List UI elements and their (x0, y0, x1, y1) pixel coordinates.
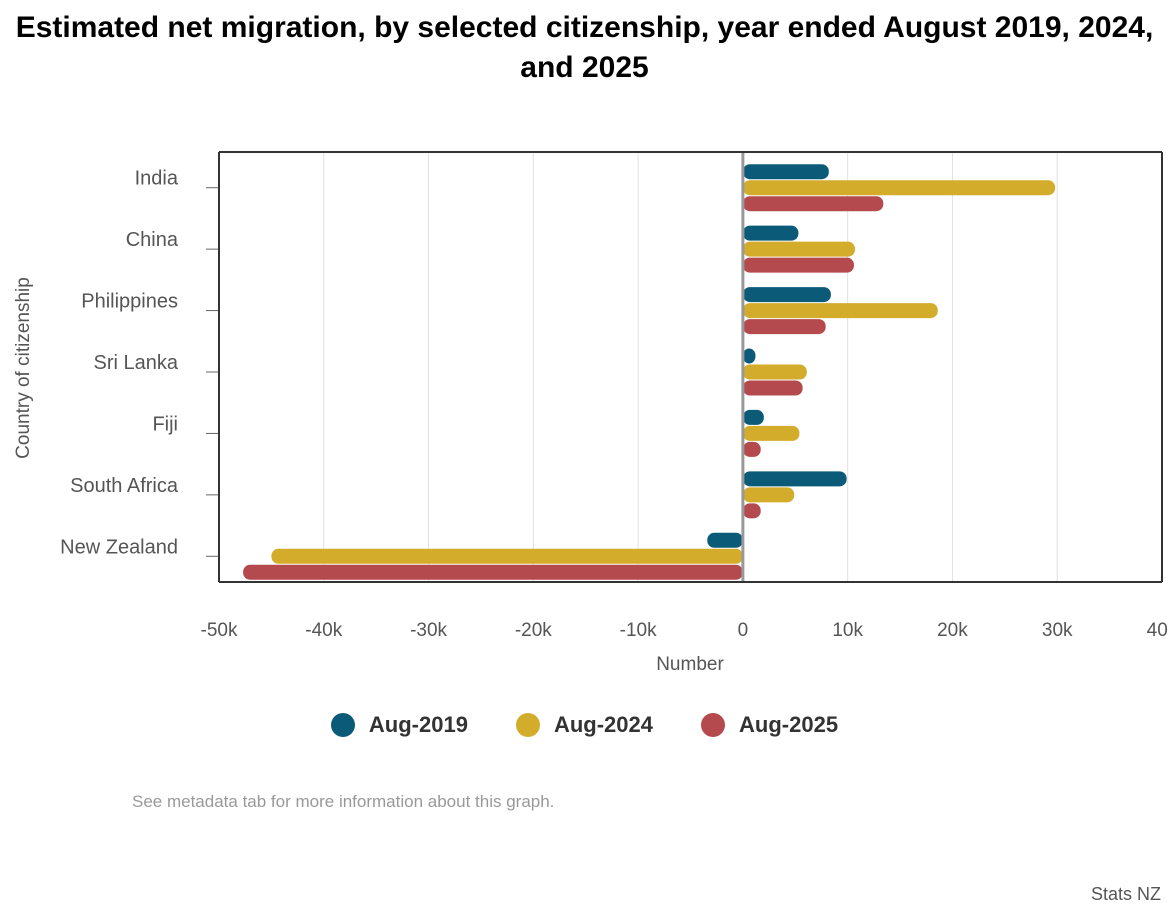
x-tick-label-20k: 20k (937, 620, 968, 641)
x-axis-label: Number (656, 654, 724, 675)
x-tick-label-30k: 30k (1042, 620, 1073, 641)
x-tick-label-0: 0 (738, 620, 749, 641)
bar-aug-2025-india[interactable] (742, 196, 884, 212)
legend-label-aug-2024: Aug-2024 (553, 712, 654, 737)
legend: Aug-2019 Aug-2024 Aug-2025 (0, 712, 1169, 738)
bar-aug-2025-new-zealand[interactable] (243, 564, 743, 580)
bar-aug-2025-fiji[interactable] (742, 441, 761, 457)
bar-aug-2025-china[interactable] (742, 257, 854, 273)
bar-aug-2024-china[interactable] (742, 241, 856, 257)
legend-swatch-aug-2024 (515, 713, 540, 737)
bar-aug-2019-south-africa[interactable] (742, 471, 847, 487)
bar-aug-2024-india[interactable] (742, 180, 1056, 196)
bar-aug-2025-sri-lanka[interactable] (742, 380, 803, 396)
x-tick-label-30k: -30k (410, 620, 447, 641)
bar-aug-2019-china[interactable] (742, 225, 799, 241)
metadata-note: See metadata tab for more information ab… (132, 792, 555, 811)
credit-link[interactable]: Stats NZ (1090, 884, 1161, 904)
bar-aug-2024-fiji[interactable] (742, 425, 800, 441)
legend-swatch-aug-2025 (701, 713, 726, 737)
x-tick-label-50k: -50k (201, 620, 238, 641)
bar-aug-2024-philippines[interactable] (742, 303, 938, 319)
x-tick-label-10k: 10k (832, 620, 863, 641)
category-label-fiji: Fiji (152, 413, 178, 435)
category-label-south-africa: South Africa (70, 475, 179, 497)
category-label-new-zealand: New Zealand (60, 536, 178, 558)
y-axis-label: Country of citizenship (13, 277, 34, 459)
legend-item-aug-2024[interactable]: Aug-2024 (515, 712, 654, 738)
x-tick-label-40k: -40k (305, 620, 342, 641)
bar-aug-2019-philippines[interactable] (742, 287, 831, 303)
category-label-philippines: Philippines (81, 291, 178, 313)
bar-aug-2024-new-zealand[interactable] (271, 548, 743, 564)
bar-aug-2024-south-africa[interactable] (742, 487, 795, 503)
x-tick-label-20k: -20k (515, 620, 552, 641)
x-tick-label-10k: -10k (620, 620, 657, 641)
bar-aug-2019-india[interactable] (742, 164, 829, 180)
bar-aug-2019-sri-lanka[interactable] (742, 348, 756, 364)
chart-title: Estimated net migration, by selected cit… (15, 11, 1154, 84)
x-tick-label-40k: 40k (1147, 620, 1169, 641)
bar-aug-2019-fiji[interactable] (742, 409, 764, 425)
legend-swatch-aug-2019 (330, 713, 355, 737)
category-label-india: India (135, 168, 179, 190)
bar-aug-2025-south-africa[interactable] (742, 503, 761, 519)
legend-item-aug-2025[interactable]: Aug-2025 (701, 712, 838, 738)
legend-item-aug-2019[interactable]: Aug-2019 (330, 712, 468, 738)
chart-area: -50k -40k -30k -20k -10k 0 10k 20k 30k 40k Number C… (13, 151, 1169, 675)
category-label-china: China (126, 229, 179, 251)
legend-label-aug-2019: Aug-2019 (368, 712, 468, 737)
category-label-sri-lanka: Sri Lanka (94, 352, 179, 374)
bar-aug-2019-new-zealand[interactable] (707, 532, 743, 548)
bar-aug-2025-philippines[interactable] (742, 319, 826, 335)
legend-label-aug-2025: Aug-2025 (739, 712, 839, 737)
bar-aug-2024-sri-lanka[interactable] (742, 364, 807, 380)
